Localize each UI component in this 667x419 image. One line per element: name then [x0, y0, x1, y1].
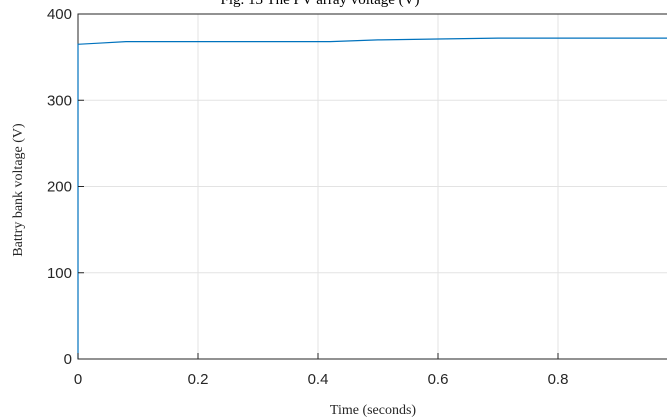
x-tick-label: 0.8 — [548, 371, 569, 388]
y-tick-label: 400 — [47, 6, 72, 23]
y-tick-label: 300 — [47, 92, 72, 109]
y-tick-label: 200 — [47, 179, 72, 196]
grid — [77, 13, 667, 360]
y-tick-label: 100 — [47, 265, 72, 282]
x-axis-title: Time (seconds) — [330, 403, 417, 418]
y-tick-label: 0 — [64, 351, 72, 368]
series-line — [77, 37, 667, 359]
x-tick-label: 0.2 — [188, 371, 209, 388]
series-group — [77, 37, 667, 359]
chart-title: Fig. 13 The PV array voltage (V) — [221, 0, 420, 8]
x-tick-label: 0 — [74, 371, 82, 388]
x-tick-label: 0.4 — [308, 371, 329, 388]
axis-ticks: 00.20.40.60.810100200300400 — [47, 6, 569, 388]
x-tick-label: 0.6 — [428, 371, 449, 388]
y-axis-title: Battry bank voltage (V) — [11, 123, 26, 257]
